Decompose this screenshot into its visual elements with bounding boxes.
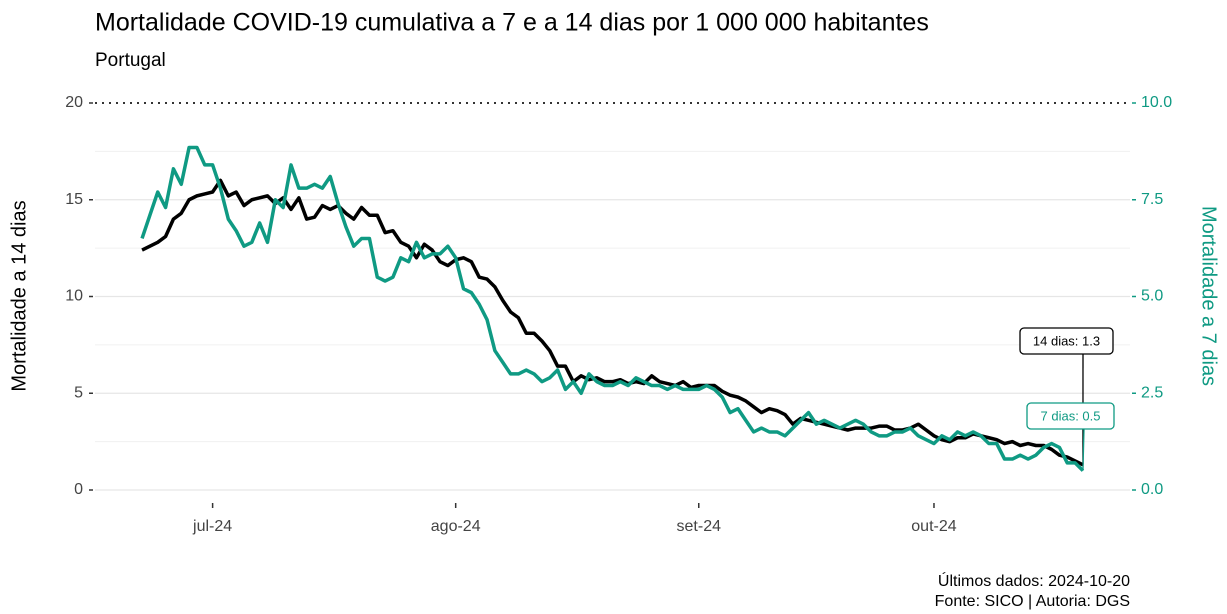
- footnote: Últimos dados: 2024-10-20: [938, 571, 1130, 590]
- data-line: [140, 145, 1085, 472]
- y-tick-label: 20: [65, 94, 83, 111]
- annotation: 7 dias: 0.5: [1041, 408, 1101, 423]
- annotation-box: [1026, 402, 1115, 430]
- y-tick-label: 15: [65, 191, 83, 208]
- annotation-box: [1019, 327, 1114, 355]
- annotation: 14 dias: 1.3: [1033, 333, 1100, 348]
- footnote: Fonte: SICO | Autoria: DGS: [935, 593, 1130, 610]
- y-tick-label: 5: [74, 384, 83, 401]
- y-axis-label: Mortalidade a 14 dias: [8, 200, 30, 391]
- x-tick-label: out-24: [911, 518, 956, 535]
- chart-title: Mortalidade COVID-19 cumulativa a 7 e a …: [95, 9, 929, 37]
- y2-tick-label: 5.0: [1141, 288, 1163, 305]
- y-tick-label: 10: [65, 288, 83, 305]
- data-line: [141, 178, 1084, 467]
- chart-subtitle: Portugal: [95, 50, 166, 71]
- y-tick-label: 0: [74, 481, 83, 498]
- y2-axis-label: Mortalidade a 7 dias: [1198, 206, 1220, 386]
- annotation-leader: [1082, 428, 1085, 471]
- x-tick-label: jul-24: [192, 518, 232, 535]
- y2-tick-label: 7.5: [1141, 191, 1163, 208]
- x-tick-label: ago-24: [431, 518, 481, 535]
- y2-tick-label: 10.0: [1141, 94, 1172, 111]
- x-tick-label: set-24: [677, 518, 722, 535]
- y2-tick-label: 0.0: [1141, 481, 1163, 498]
- y2-tick-label: 2.5: [1141, 384, 1163, 401]
